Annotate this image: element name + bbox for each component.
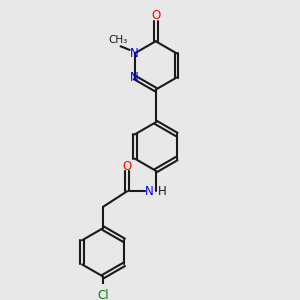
Text: Cl: Cl <box>97 289 109 300</box>
Text: CH₃: CH₃ <box>108 35 127 45</box>
Text: N: N <box>130 71 139 84</box>
Text: O: O <box>151 9 160 22</box>
Text: N: N <box>145 185 154 198</box>
Text: O: O <box>123 160 132 172</box>
Text: N: N <box>130 47 139 60</box>
Text: H: H <box>158 185 166 198</box>
